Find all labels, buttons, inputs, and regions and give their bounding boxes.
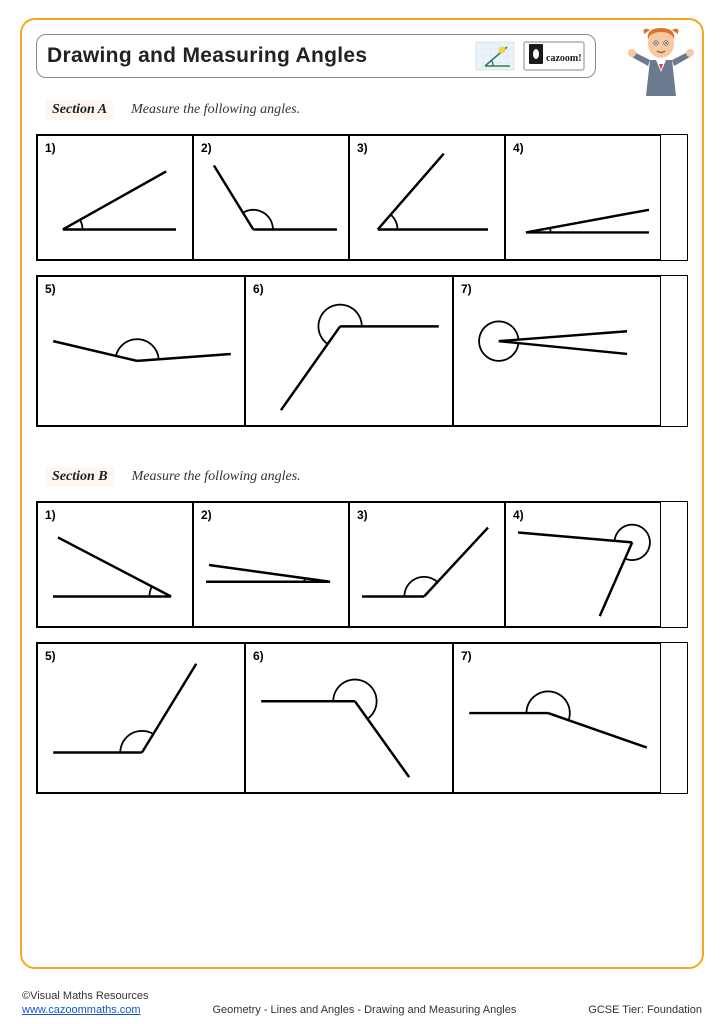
angle-cell: 4) <box>505 135 661 260</box>
angle-grid-row: 1)2)3)4) <box>36 501 688 628</box>
angle-diagram <box>246 644 452 792</box>
angle-diagram <box>38 503 192 626</box>
angle-cell: 2) <box>193 502 349 627</box>
angle-diagram <box>38 136 192 259</box>
angle-diagram <box>350 136 504 259</box>
angle-cell: 5) <box>37 643 245 793</box>
angle-cell: 2) <box>193 135 349 260</box>
title-icons: cazoom! <box>475 41 585 71</box>
angle-diagram <box>454 644 660 792</box>
angle-grid-row: 5)6)7) <box>36 642 688 794</box>
sections-container: Section A Measure the following angles. 1)… <box>36 100 688 794</box>
footer-subject: Geometry - Lines and Angles - Drawing an… <box>212 1004 516 1016</box>
footer-copyright: ©Visual Maths Resources <box>22 990 702 1002</box>
angle-diagram <box>38 644 244 792</box>
cazoom-logo-icon: cazoom! <box>523 41 585 71</box>
angle-cell: 3) <box>349 135 505 260</box>
angle-diagram <box>246 277 452 425</box>
section-label: Section B <box>46 467 114 487</box>
angle-diagram <box>38 277 244 425</box>
footer: ©Visual Maths Resources www.cazoommaths.… <box>22 990 702 1016</box>
brand-text: cazoom! <box>546 53 582 64</box>
angle-diagram <box>194 503 348 626</box>
angle-diagram <box>506 503 660 626</box>
angle-grid-row: 5)6)7) <box>36 275 688 427</box>
angle-diagram <box>506 136 660 259</box>
angle-cell: 7) <box>453 276 661 426</box>
angle-cell: 7) <box>453 643 661 793</box>
angle-cell: 3) <box>349 502 505 627</box>
angle-diagram <box>454 277 660 425</box>
section-header: Section B Measure the following angles. <box>46 467 688 487</box>
angle-diagram <box>194 136 348 259</box>
angle-cell: 4) <box>505 502 661 627</box>
footer-tier: GCSE Tier: Foundation <box>588 1004 702 1016</box>
footer-url[interactable]: www.cazoommaths.com <box>22 1004 141 1016</box>
grid-angle-icon <box>475 41 515 71</box>
mascot-icon <box>626 22 696 102</box>
section-header: Section A Measure the following angles. <box>46 100 688 120</box>
angle-cell: 1) <box>37 135 193 260</box>
angle-cell: 5) <box>37 276 245 426</box>
worksheet-title: Drawing and Measuring Angles <box>47 44 475 68</box>
title-bar: Drawing and Measuring Angles caz <box>36 34 596 78</box>
angle-diagram <box>350 503 504 626</box>
section-label: Section A <box>46 100 113 120</box>
angle-cell: 1) <box>37 502 193 627</box>
angle-cell: 6) <box>245 276 453 426</box>
section-instruction: Measure the following angles. <box>131 102 300 118</box>
angle-cell: 6) <box>245 643 453 793</box>
angle-grid-row: 1)2)3)4) <box>36 134 688 261</box>
section-instruction: Measure the following angles. <box>132 469 301 485</box>
page-border: Drawing and Measuring Angles caz <box>20 18 704 969</box>
